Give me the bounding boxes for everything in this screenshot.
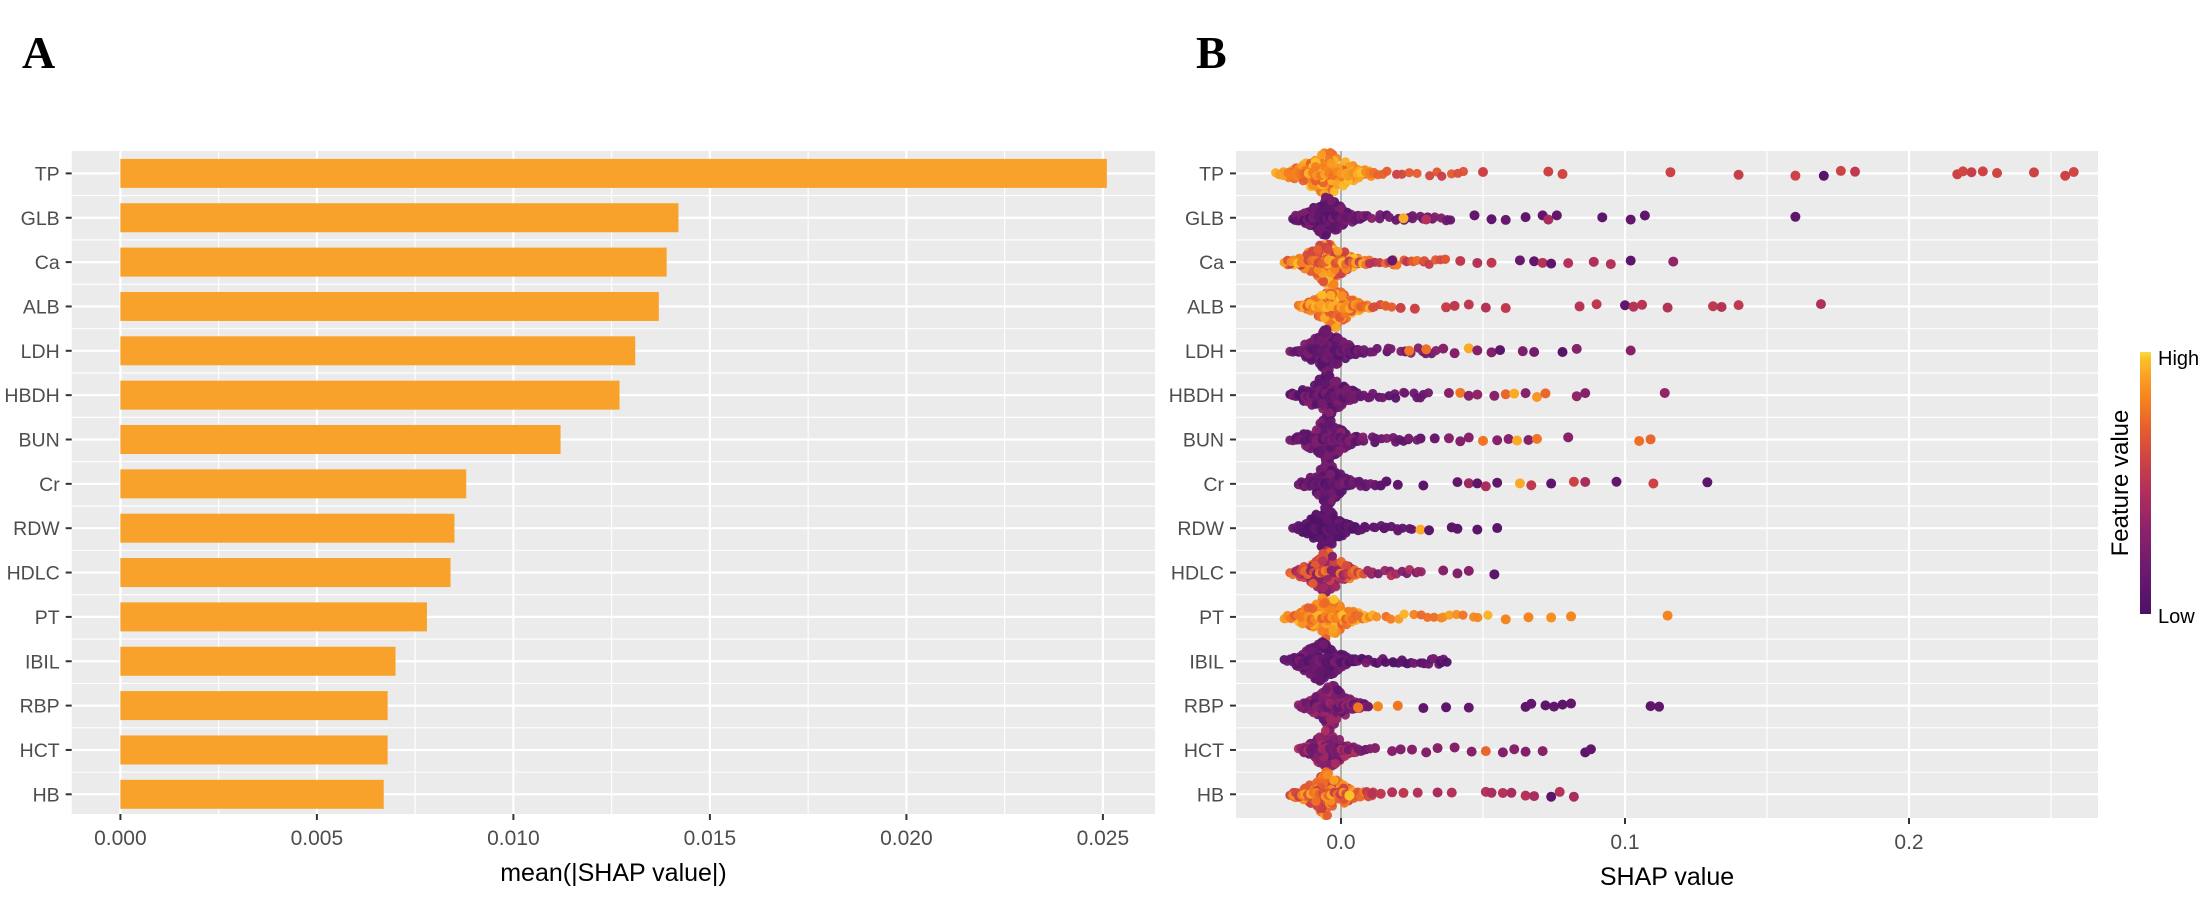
panel-b-xtick: 0.2 xyxy=(1894,831,1923,854)
panel-b-ytick-HBDH: HBDH xyxy=(1169,385,1224,407)
beeswarm-row-IBIL xyxy=(1279,637,1452,686)
bar-RBP xyxy=(120,691,388,721)
panel-a-xtick: 0.010 xyxy=(487,827,540,850)
beeswarm-row-HCT xyxy=(1293,725,1596,778)
panel-a-ytick-HBDH: HBDH xyxy=(4,385,59,407)
beeswarm-row-ALB xyxy=(1293,279,1826,333)
panel-b-ytick-ALB: ALB xyxy=(1187,296,1224,318)
beeswarm-row-Cr xyxy=(1293,458,1713,511)
beeswarm-row-RBP xyxy=(1293,680,1665,731)
beeswarm-row-HDLC xyxy=(1285,546,1500,598)
panel-b-xtick: 0.1 xyxy=(1610,831,1639,854)
bar-IBIL xyxy=(120,646,396,676)
panel-a-ytick-BUN: BUN xyxy=(19,430,60,452)
panel-b-ytick-RBP: RBP xyxy=(1184,696,1224,718)
panel-a-ytick-Ca: Ca xyxy=(35,252,60,274)
bar-LDH xyxy=(120,336,636,366)
panel-b-ytick-GLB: GLB xyxy=(1185,208,1224,230)
panel-b-ytick-LDH: LDH xyxy=(1185,341,1224,363)
bar-RDW xyxy=(120,513,455,543)
bar-HB xyxy=(120,779,384,809)
bars-group xyxy=(120,158,1107,809)
beeswarm-row-RDW xyxy=(1288,503,1503,556)
bar-HCT xyxy=(120,735,388,765)
bar-PT xyxy=(120,602,427,632)
panel-a-x-axis-title: mean(|SHAP value|) xyxy=(500,859,727,887)
panel-b-ytick-HCT: HCT xyxy=(1184,740,1224,762)
panel-b-ytick-IBIL: IBIL xyxy=(1189,651,1224,673)
bar-HBDH xyxy=(120,380,620,410)
beeswarm-row-Ca xyxy=(1279,239,1679,288)
beeswarm-row-HB xyxy=(1285,767,1579,821)
panel-a-xtick: 0.015 xyxy=(684,827,737,850)
panel-a-xtick: 0.020 xyxy=(880,827,933,850)
panel-a-xtick: 0.005 xyxy=(291,827,344,850)
panel-b-title: B xyxy=(1196,27,1227,78)
panel-a-ytick-HB: HB xyxy=(33,784,60,806)
bar-Cr xyxy=(120,469,467,499)
colorbar-title: Feature value xyxy=(2107,409,2134,557)
bar-ALB xyxy=(120,291,659,321)
panel-a-ytick-PT: PT xyxy=(35,607,60,629)
panel-a-xtick: 0.000 xyxy=(94,827,147,850)
panel-a-ytick-IBIL: IBIL xyxy=(25,651,60,673)
panel-a-title: A xyxy=(22,27,56,78)
panel-a-ytick-Cr: Cr xyxy=(39,474,60,496)
bar-HDLC xyxy=(120,558,451,588)
bar-GLB xyxy=(120,203,679,233)
panel-b-ytick-Ca: Ca xyxy=(1199,252,1224,274)
bar-TP xyxy=(120,158,1107,188)
panel-a-ytick-RBP: RBP xyxy=(20,696,60,718)
panel-a-ytick-GLB: GLB xyxy=(21,208,60,230)
beeswarm-row-GLB xyxy=(1288,192,1801,240)
panel-b-ytick-PT: PT xyxy=(1199,607,1224,629)
feature-value-colorbar xyxy=(2140,352,2151,614)
panel-b-ytick-RDW: RDW xyxy=(1177,518,1224,540)
bar-Ca xyxy=(120,247,667,277)
panel-b-ytick-Cr: Cr xyxy=(1203,474,1224,496)
panel-b-x-axis-title: SHAP value xyxy=(1599,863,1735,891)
panel-b-ytick-TP: TP xyxy=(1199,163,1224,185)
beeswarm-row-HBDH xyxy=(1285,370,1670,422)
beeswarm-row-TP xyxy=(1271,148,2079,199)
panel-b-ytick-BUN: BUN xyxy=(1183,430,1224,452)
panel-b-ytick-HB: HB xyxy=(1197,784,1224,806)
panel-a-ytick-TP: TP xyxy=(35,163,60,185)
panel-b-ytick-HDLC: HDLC xyxy=(1171,563,1224,585)
panel-a-ytick-RDW: RDW xyxy=(13,518,60,540)
panel-a-xtick: 0.025 xyxy=(1077,827,1130,850)
panel-b-beeswarm-chart: TP GLB Ca ALB LDH HBDH BUN Cr RDW HDLC PT IBIL RBP HC… xyxy=(1169,148,2098,854)
colorbar-low-label: Low xyxy=(2158,606,2195,628)
colorbar-high-label: High xyxy=(2158,348,2200,370)
panel-a-ytick-ALB: ALB xyxy=(23,296,60,318)
panel-a-ytick-LDH: LDH xyxy=(21,341,60,363)
panel-a-ytick-HDLC: HDLC xyxy=(7,563,60,585)
bar-BUN xyxy=(120,425,561,454)
panel-b-xtick: 0.0 xyxy=(1326,831,1355,854)
panel-a-bar-chart: TP GLB Ca ALB LDH HBDH BUN Cr RDW HDLC PT IBIL RBP HC… xyxy=(4,151,1156,850)
panel-a-ytick-HCT: HCT xyxy=(20,740,60,762)
